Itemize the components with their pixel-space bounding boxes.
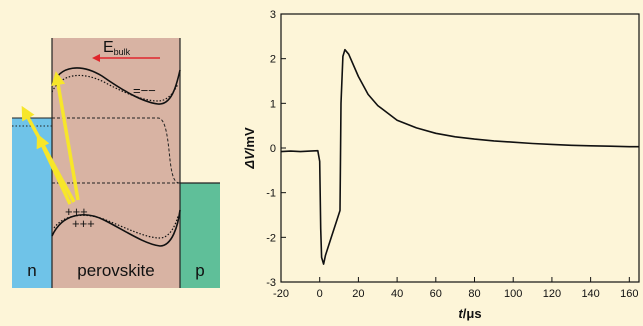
valence-band	[51, 209, 181, 247]
y-tick-label: -1	[266, 188, 276, 200]
y-tick-label: 3	[270, 9, 276, 21]
x-tick-label: 0	[317, 288, 323, 300]
band-diagram: Ebulk =−− +++ +++ n perovskite p	[12, 38, 220, 288]
y-axis-ticks: -3 -2 -1 0 1 2 3	[266, 9, 286, 289]
plot-area	[280, 13, 640, 283]
y-axis-label: ΔV/mV	[242, 127, 257, 170]
x-tick-label: 100	[504, 288, 522, 300]
p-region	[180, 183, 220, 288]
carrier-arrow-3	[36, 133, 72, 205]
n-region-label: n	[27, 261, 36, 280]
perovskite-label: perovskite	[77, 261, 154, 280]
y-tick-label: 2	[270, 54, 276, 66]
y-tick-label: -3	[266, 277, 276, 289]
x-tick-label: 140	[581, 288, 599, 300]
hole-marks-row-2: +++	[72, 216, 95, 231]
x-axis-ticks: -20 0 20 40 60 80 100 120 140 160	[273, 277, 639, 300]
hole-marks-row-1: +++	[65, 204, 88, 219]
quasi-fermi-level-electrons	[52, 117, 181, 184]
y-tick-label: 0	[270, 143, 276, 155]
y-tick-label: -2	[266, 232, 276, 244]
x-tick-label: 20	[352, 288, 364, 300]
electron-marks: =−−	[133, 83, 156, 98]
p-region-label: p	[195, 261, 204, 280]
conduction-band	[51, 67, 181, 105]
x-tick-label: 160	[620, 288, 638, 300]
conduction-band-illuminated	[51, 74, 179, 102]
x-tick-label: 80	[468, 288, 480, 300]
x-axis-label: t/μs	[458, 306, 481, 321]
photovoltage-trace	[280, 48, 639, 265]
x-tick-label: 40	[391, 288, 403, 300]
carrier-arrow-1	[51, 71, 80, 201]
transient-chart: -3 -2 -1 0 1 2 3 -20 0 20 40 60 80 100 120 140 160 ΔV/m…	[242, 9, 640, 321]
bulk-field-label: Ebulk	[103, 39, 131, 57]
x-tick-label: -20	[273, 288, 289, 300]
x-tick-label: 60	[430, 288, 442, 300]
y-tick-label: 1	[270, 98, 276, 110]
x-tick-label: 120	[543, 288, 561, 300]
